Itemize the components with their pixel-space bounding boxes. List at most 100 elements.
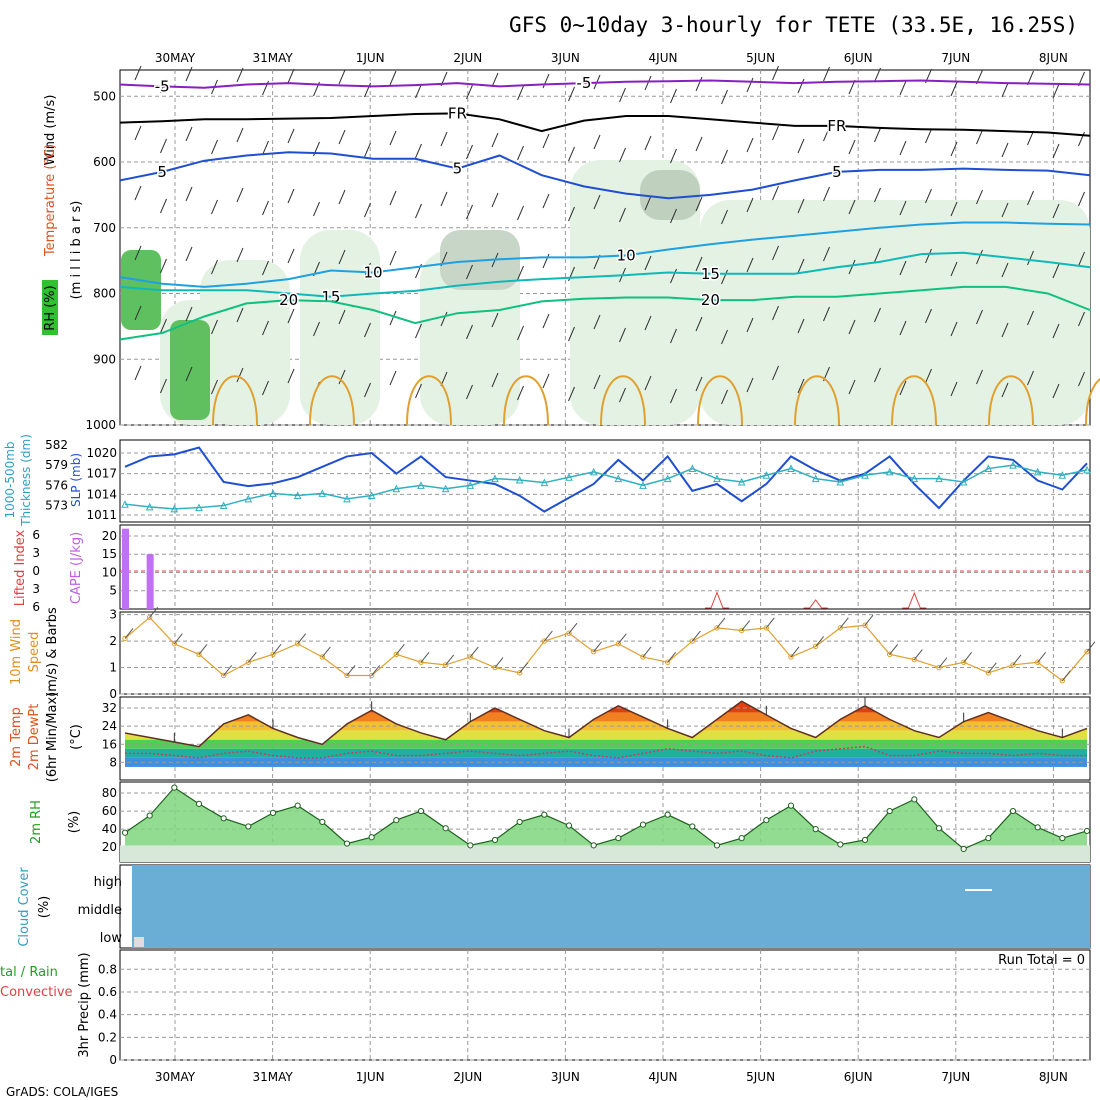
wind-barb: [1001, 82, 1009, 98]
thickness-point: [244, 494, 253, 503]
thickness-point: [491, 474, 499, 483]
temp-band: [125, 712, 1087, 722]
wind10-point: [738, 627, 745, 634]
rh2m-point: [343, 840, 351, 847]
temp2m-ytick: 16: [102, 737, 117, 751]
temp2m-ylabel-unit: (°C): [69, 724, 84, 750]
wind10-barb: [173, 633, 183, 645]
isotherm-label: FR: [827, 117, 846, 135]
wind-barb: [1027, 190, 1034, 206]
wind10-point: [615, 641, 622, 647]
isotherm-10: [119, 221, 1091, 288]
wind-barb: [823, 66, 830, 82]
thickness-point: [984, 464, 993, 473]
wind-barb: [976, 369, 983, 385]
cape-bar: [122, 528, 129, 609]
slp-line: [124, 446, 1088, 513]
thickness-point: [1058, 471, 1067, 479]
thickness-point: [762, 471, 771, 479]
wind-barb: [848, 379, 856, 395]
li-ytick: 6: [32, 600, 40, 614]
wind-barb: [644, 195, 652, 211]
wind-barb: [491, 372, 499, 388]
wind10-barb: [839, 617, 849, 629]
wind-barb: [823, 186, 830, 202]
wind10-barb: [741, 620, 751, 631]
wind10-barb: [247, 651, 257, 663]
thickness-point: [195, 503, 203, 512]
wind-barb: [517, 385, 524, 401]
isotherm-label: 15: [701, 265, 720, 283]
isotherm-label: -5: [576, 74, 591, 92]
wind-barb: [950, 261, 958, 277]
wind-barb: [1001, 382, 1009, 398]
surface-contour: [794, 375, 840, 426]
rh2m-point: [985, 835, 992, 842]
wind-barb: [797, 318, 805, 334]
wind-barb: [542, 313, 550, 329]
surface-contour: [503, 375, 549, 426]
wind10-point: [418, 659, 424, 665]
wind10-barb: [667, 651, 677, 663]
top-date-label: 8JUN: [1039, 51, 1068, 65]
wind-barb: [160, 378, 167, 394]
upper-ytick: 700: [93, 221, 116, 235]
rh2m-point: [220, 815, 227, 822]
wind-barb: [466, 264, 473, 280]
wind-barb: [593, 374, 601, 390]
wind-barb: [695, 76, 703, 92]
wind10-point: [788, 654, 794, 660]
thickness-point: [145, 502, 154, 511]
wind10-barb: [371, 665, 381, 676]
thickness-line: [124, 464, 1088, 510]
wind10-point: [1010, 662, 1016, 668]
cape-ytick: 5: [109, 584, 117, 598]
wind10-point: [122, 635, 128, 642]
wind-barb: [236, 187, 244, 203]
thickness-point: [1009, 461, 1017, 469]
thickness-point: [935, 474, 943, 483]
thickness-point: [540, 478, 549, 487]
wind10-point: [886, 651, 893, 658]
wind-barb: [695, 136, 703, 152]
thickness-point: [318, 489, 327, 497]
wind-barb: [491, 72, 499, 88]
wind-barb: [619, 387, 626, 403]
wind10-point: [812, 643, 819, 650]
top-date-label: 2JUN: [453, 51, 482, 65]
wind-barb: [338, 249, 346, 265]
wind-barb: [185, 246, 193, 262]
wind-barb: [1052, 143, 1060, 159]
wind10-barb: [297, 633, 307, 645]
thickness-point: [392, 484, 401, 493]
wind10-barb: [346, 665, 356, 676]
thickness-point: [836, 477, 845, 486]
wind-barb: [364, 142, 371, 158]
isotherm-label: FR: [448, 104, 467, 122]
wind-barb: [976, 249, 983, 265]
wind10-barb: [938, 657, 948, 668]
rh2m-point: [713, 842, 721, 849]
wind-barb: [721, 329, 728, 345]
precip-ytick: 0.8: [98, 962, 117, 976]
precip-panel: 0.8 0.6 0.4 0.2 0: [98, 949, 1091, 1067]
wind10-ytick: 2: [109, 634, 117, 648]
wind10-barb: [1086, 641, 1096, 652]
wind-barb: [338, 309, 346, 325]
cape-ytick: 10: [102, 565, 117, 579]
rh2m-point: [935, 825, 943, 832]
wind-barb: [925, 188, 932, 204]
bottom-date-labels: 30MAY 31MAY 1JUN 2JUN 3JUN 4JUN 5JUN 6JUN 7JUN 8J…: [155, 1070, 1068, 1084]
wind-barb: [160, 318, 167, 334]
wind10-point: [541, 638, 548, 644]
wind-barb: [593, 194, 601, 210]
wind10-barb: [519, 662, 529, 674]
thickness-point: [466, 481, 475, 489]
isotherm-label: 10: [363, 263, 382, 281]
wind10-point: [196, 651, 202, 658]
cape-li-panel: 20 15 10 5 6 3 0 3 6: [32, 524, 1091, 614]
slp-ylabel: SLP (mb): [69, 453, 83, 507]
wind-barb: [134, 305, 142, 321]
wind-barb: [134, 245, 142, 261]
